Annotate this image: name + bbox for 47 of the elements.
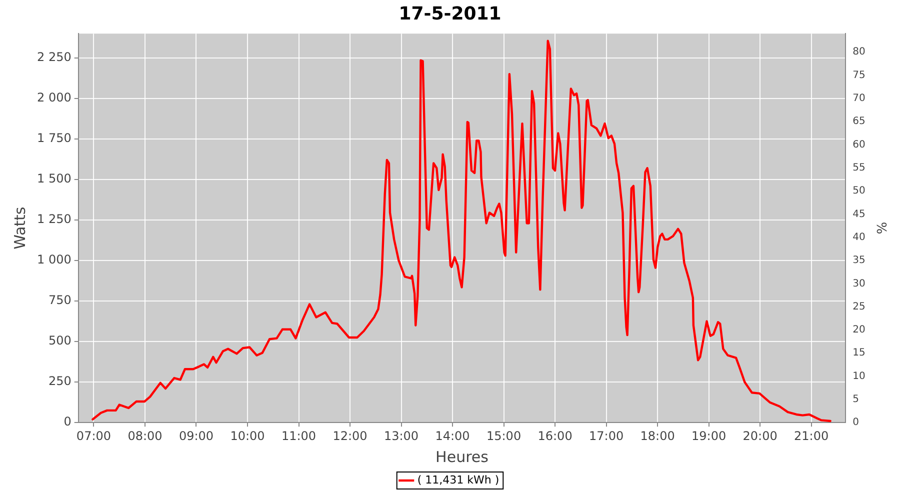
y2-tick-label: 20 bbox=[852, 324, 866, 336]
y-tick-label: 1 750 bbox=[36, 131, 72, 146]
y2-axis-title: % bbox=[872, 222, 888, 234]
y-tick-label: 2 000 bbox=[36, 90, 72, 105]
y2-tick-label: 45 bbox=[852, 208, 866, 220]
x-tick-label: 14:00 bbox=[435, 428, 470, 443]
x-axis-title: Heures bbox=[436, 448, 489, 466]
x-tick-label: 20:00 bbox=[742, 428, 778, 443]
y-axis-title: Watts bbox=[10, 206, 29, 250]
chart-title: 17-5-2011 bbox=[398, 3, 502, 24]
y-tick-label: 750 bbox=[48, 293, 72, 308]
y2-tick-label: 75 bbox=[852, 70, 866, 81]
y2-tick-label: 5 bbox=[852, 394, 860, 406]
y2-tick-label: 65 bbox=[852, 116, 866, 128]
y-tick-label: 1 500 bbox=[36, 172, 72, 186]
x-tick-label: 10:00 bbox=[230, 428, 265, 443]
x-tick-label: 17:00 bbox=[589, 428, 624, 443]
y2-tick-label: 10 bbox=[852, 370, 866, 382]
legend-label: ( 11,431 kWh ) bbox=[417, 473, 500, 486]
y-tick-label: 1 000 bbox=[36, 252, 72, 267]
x-tick-label: 13:00 bbox=[384, 428, 419, 443]
x-tick-label: 16:00 bbox=[538, 428, 572, 443]
y-tick-label: 0 bbox=[64, 414, 72, 429]
x-tick-label: 19:00 bbox=[692, 428, 726, 443]
y-tick-label: 1 250 bbox=[36, 212, 72, 226]
y2-tick-label: 30 bbox=[852, 278, 866, 290]
x-tick-label: 07:00 bbox=[76, 428, 112, 443]
x-tick-label: 09:00 bbox=[178, 428, 214, 443]
x-tick-label: 12:00 bbox=[332, 428, 368, 443]
x-tick-label: 18:00 bbox=[640, 428, 675, 443]
y-tick-label: 500 bbox=[48, 334, 72, 348]
x-tick-label: 11:00 bbox=[281, 428, 316, 443]
y2-tick-label: 15 bbox=[852, 348, 866, 359]
y2-tick-label: 0 bbox=[852, 417, 860, 428]
y-tick-label: 250 bbox=[48, 374, 72, 388]
y2-tick-label: 25 bbox=[852, 301, 866, 312]
x-tick-label: 08:00 bbox=[128, 428, 162, 443]
y2-tick-label: 60 bbox=[852, 139, 866, 150]
x-tick-label: 21:00 bbox=[794, 428, 829, 443]
y2-tick-label: 80 bbox=[852, 46, 866, 58]
y2-tick-label: 55 bbox=[852, 162, 866, 174]
y2-tick-label: 50 bbox=[852, 186, 866, 197]
y2-tick-label: 35 bbox=[852, 255, 866, 266]
x-tick-label: 15:00 bbox=[486, 428, 522, 443]
y-tick-label: 2 250 bbox=[36, 50, 72, 64]
y2-tick-label: 40 bbox=[852, 232, 866, 243]
y2-tick-label: 70 bbox=[852, 93, 866, 104]
